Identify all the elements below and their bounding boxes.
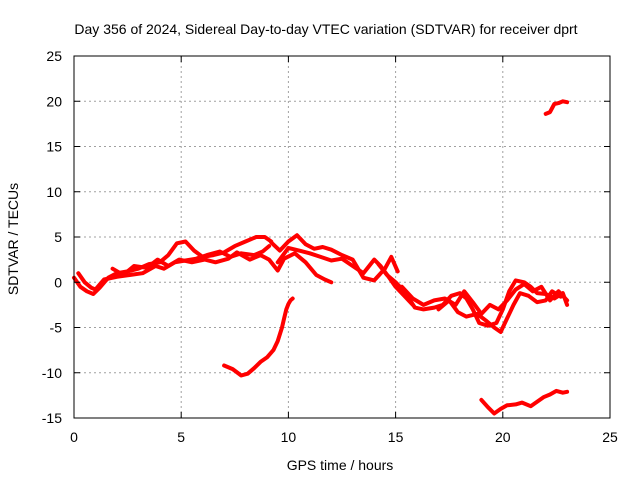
series-main-trace-d (269, 233, 400, 283)
y-tick-label: -5 (50, 320, 63, 336)
series-main-trace-f (376, 262, 570, 328)
series-late-low-trace (479, 388, 570, 416)
series-dip-recovery-trace (222, 296, 295, 378)
series-main-trace-g (400, 282, 570, 316)
x-tick-label: 5 (177, 429, 185, 445)
x-tick-label: 25 (602, 429, 618, 445)
y-tick-label: 10 (46, 184, 62, 200)
y-tick-label: 5 (54, 229, 62, 245)
chart-title: Day 356 of 2024, Sidereal Day-to-day VTE… (74, 21, 577, 37)
y-axis-label: SDTVAR / TECUs (5, 183, 21, 295)
x-tick-label: 0 (70, 429, 78, 445)
axes: 0 5 10 15 20 25 -15 -10 -5 0 5 10 15 20 25 (42, 48, 618, 445)
series-group (72, 99, 570, 416)
y-tick-label: 0 (54, 274, 62, 290)
series-main-trace-c (110, 250, 334, 285)
x-tick-label: 20 (495, 429, 511, 445)
y-tick-label: -10 (42, 365, 62, 381)
x-tick-label: 15 (388, 429, 404, 445)
series-main-trace-h (436, 289, 563, 334)
y-tick-label: 20 (46, 93, 62, 109)
y-tick-label: 15 (46, 139, 62, 155)
y-tick-label: -15 (42, 410, 62, 426)
x-tick-label: 10 (281, 429, 297, 445)
x-axis-label: GPS time / hours (287, 457, 394, 473)
y-tick-label: 25 (46, 48, 62, 64)
series-main-trace-e (275, 245, 415, 307)
series-late-high-trace (543, 99, 570, 116)
